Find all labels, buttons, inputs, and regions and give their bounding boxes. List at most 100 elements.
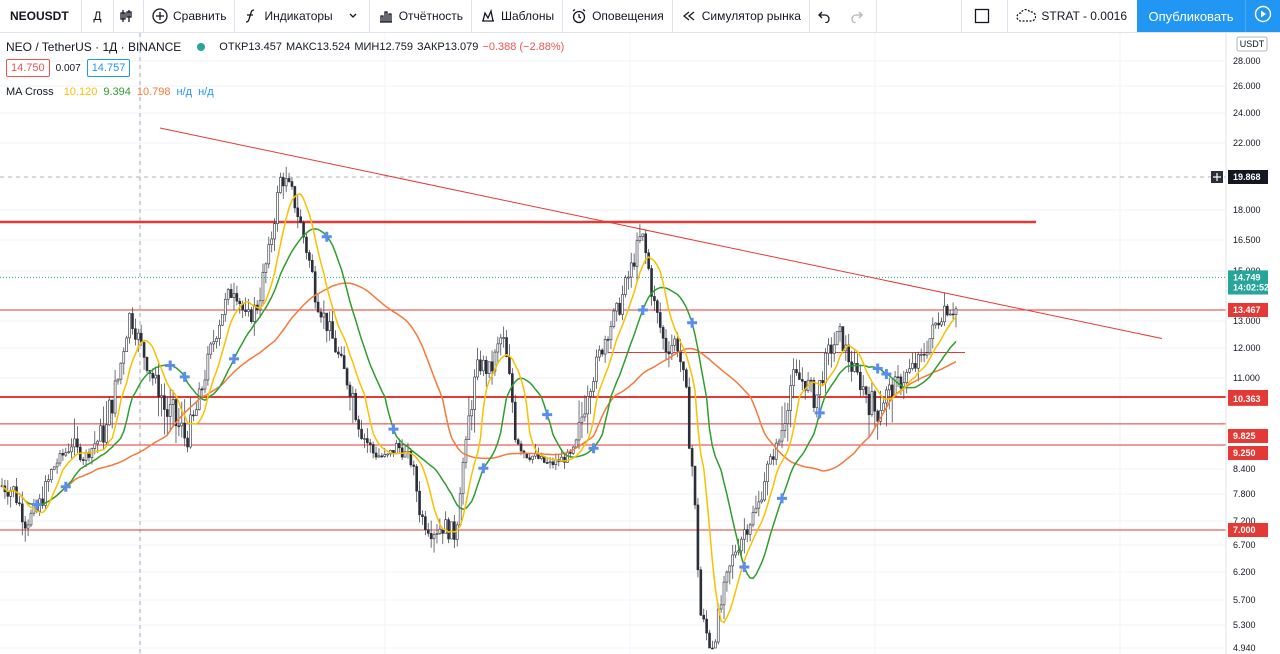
ma-cross-marker	[179, 371, 190, 382]
candle-body	[592, 381, 595, 392]
function-icon	[243, 8, 259, 24]
replay-label: Симулятор рынка	[701, 9, 801, 23]
trendline	[159, 127, 1163, 340]
candle-body	[29, 512, 33, 526]
candle-body	[322, 312, 326, 318]
price-tick-label: 7.800	[1233, 489, 1256, 499]
cloud-icon	[1016, 8, 1037, 24]
candle-body	[244, 309, 247, 312]
candle-body	[801, 379, 804, 382]
candle-body	[110, 399, 114, 414]
candle-body	[102, 425, 105, 443]
candle-body	[618, 302, 621, 315]
candle-body	[513, 401, 517, 441]
candle-body	[911, 363, 914, 369]
candle-body	[951, 313, 955, 316]
buy-button[interactable]: 14.757	[86, 59, 131, 77]
publish-button[interactable]: Опубликовать	[1137, 0, 1245, 32]
candle-body	[174, 399, 178, 427]
candle-body	[937, 322, 940, 326]
candle-body	[142, 342, 146, 358]
candle-body	[763, 481, 766, 501]
candle-body	[835, 331, 839, 346]
redo-button[interactable]	[843, 0, 877, 33]
price-tick-label: 18.000	[1233, 205, 1261, 215]
candle-body	[461, 461, 465, 495]
candle-body	[325, 312, 329, 331]
candle-body	[656, 300, 659, 313]
candle-body	[70, 446, 73, 453]
legend-symbol: NEO / TetherUS · 1Д · BINANCE	[6, 40, 182, 54]
candle-body	[774, 442, 778, 460]
financials-button[interactable]: Отчётность	[370, 0, 472, 33]
ma-cross-marker	[321, 231, 332, 242]
candles	[0, 166, 958, 650]
candle-body	[600, 349, 604, 355]
candle-body	[26, 524, 30, 529]
candle-body	[125, 337, 128, 352]
chart-style-button[interactable]	[114, 0, 144, 33]
candle-body	[624, 277, 627, 295]
candle-body	[171, 399, 175, 405]
candle-body	[577, 422, 581, 441]
candle-body	[769, 456, 772, 465]
candle-body	[450, 521, 453, 540]
candle-body	[252, 304, 256, 323]
candle-body	[473, 376, 476, 410]
candle-body	[664, 337, 668, 353]
candle-body	[508, 356, 511, 374]
candle-body	[658, 312, 662, 328]
legend-open: ОТКР13.457	[219, 41, 282, 53]
candle-body	[629, 262, 633, 278]
candle-body	[279, 177, 282, 193]
candle-body	[267, 244, 271, 265]
indicator-value: 10.120	[63, 86, 98, 98]
candle-body	[650, 268, 653, 297]
replay-button[interactable]: Симулятор рынка	[673, 0, 810, 33]
ma-cross-marker	[872, 363, 883, 374]
candle-body	[496, 343, 500, 353]
candle-body	[107, 399, 111, 426]
symbol-search-button[interactable]: NEOUSDT	[0, 0, 82, 33]
price-tick-label: 13.000	[1233, 316, 1261, 326]
candle-body	[696, 504, 700, 571]
price-tick-label: 12.000	[1233, 343, 1261, 353]
candle-body	[484, 359, 488, 375]
candle-body	[209, 343, 213, 355]
indicator-legend[interactable]: MA Cross 10.120 9.394 10.798 н/д н/д	[6, 86, 214, 98]
price-tag-label: 14.749	[1233, 272, 1261, 282]
alerts-button[interactable]: Оповещения	[563, 0, 673, 33]
candle-body	[296, 207, 300, 218]
publish-play-button[interactable]	[1245, 0, 1280, 32]
candle-body	[917, 354, 920, 369]
candle-body	[371, 444, 375, 454]
candle-body	[754, 507, 758, 513]
interval-button[interactable]: Д	[82, 0, 114, 33]
currency-badge	[1236, 36, 1268, 52]
undo-button[interactable]	[810, 0, 843, 33]
candle-body	[18, 502, 21, 505]
market-status-dot	[197, 43, 206, 51]
plus-icon	[1213, 173, 1221, 181]
fullscreen-layout-button[interactable]	[962, 0, 1009, 33]
candle-body	[931, 324, 935, 340]
price-chart[interactable]: USDT 28.000 26.000 24.000 22.000 18.000 16.500…	[0, 33, 1280, 654]
price-tick-label: 6.200	[1233, 567, 1256, 577]
candle-body	[49, 469, 53, 481]
financials-label: Отчётность	[398, 9, 463, 23]
bar-chart-icon	[378, 8, 394, 24]
indicators-button[interactable]: Индикаторы	[235, 0, 370, 33]
candle-body	[203, 379, 207, 390]
candle-body	[722, 581, 726, 606]
ma-cross-marker	[165, 360, 176, 371]
candle-body	[290, 181, 294, 187]
candle-body	[890, 384, 894, 397]
compare-button[interactable]: Сравнить	[144, 0, 236, 33]
candle-body	[194, 409, 198, 416]
templates-button[interactable]: Шаблоны	[472, 0, 564, 33]
candle-body	[896, 376, 900, 379]
candle-body	[621, 294, 624, 315]
candle-body	[699, 569, 703, 616]
sell-button[interactable]: 14.750	[6, 59, 50, 77]
candle-body	[55, 462, 59, 468]
